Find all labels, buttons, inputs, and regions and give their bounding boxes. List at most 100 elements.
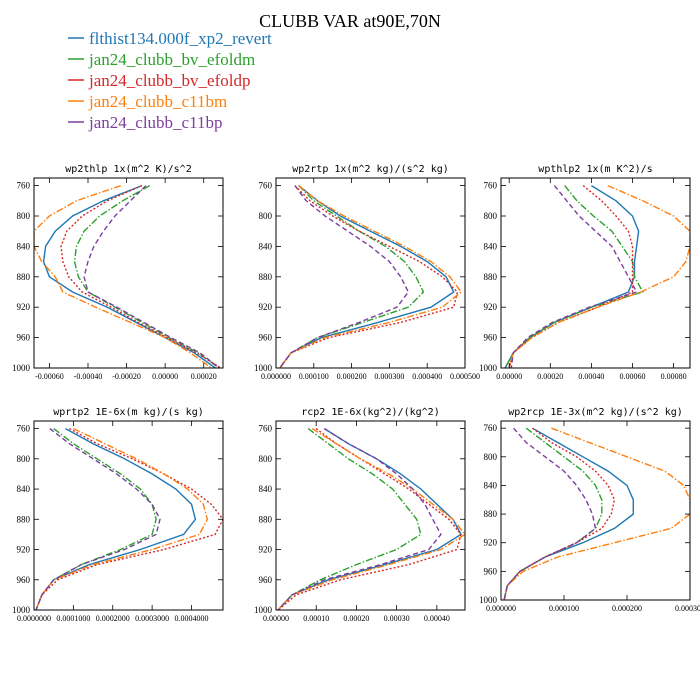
panel-3-ytick-label-4: 920 xyxy=(17,545,31,555)
panel-3-xtick-label-1: 0.0001000 xyxy=(56,614,90,623)
legend-label-0: flthist134.000f_xp2_revert xyxy=(89,29,272,48)
panel-5-title: wp2rcp 1E-3x(m^2 kg)/(s^2 kg) xyxy=(508,407,683,418)
panel-4-ytick-label-2: 840 xyxy=(259,484,273,494)
legend-label-4: jan24_clubb_c11bp xyxy=(88,113,222,132)
panel-1-ytick-label-2: 840 xyxy=(259,241,273,251)
panel-1-ytick-label-0: 760 xyxy=(259,181,273,191)
panel-2-xtick-label-0: 0.00000 xyxy=(496,372,522,381)
panel-3-ytick-label-3: 880 xyxy=(17,514,31,524)
panel-5-ytick-label-6: 1000 xyxy=(479,595,498,605)
panel-0-xtick-label-0: -0.00060 xyxy=(35,372,64,381)
panel-5-series-4 xyxy=(503,427,597,600)
panel-4-frame xyxy=(275,420,466,611)
panel-4-xtick-label-0: 0.00000 xyxy=(263,614,289,623)
panel-5: wp2rcp 1E-3x(m^2 kg)/(s^2 kg) 760 800 840 88… xyxy=(479,407,700,613)
panel-2-xtick-label-3: 0.00060 xyxy=(619,372,645,381)
panel-4-xtick-label-1: 0.00010 xyxy=(303,614,329,623)
panel-3-ytick-label-5: 960 xyxy=(17,575,31,585)
panel-4: rcp2 1E-6x(kg^2)/(kg^2) 760 800 840 880 920 96… xyxy=(254,407,466,623)
panel-4-ytick-label-0: 760 xyxy=(259,424,273,434)
panel-0-ytick-label-2: 840 xyxy=(17,241,31,251)
panel-4-ytick-label-6: 1000 xyxy=(254,605,273,615)
panel-5-ytick-label-2: 840 xyxy=(484,480,498,490)
panel-2-ytick-label-1: 800 xyxy=(484,211,498,221)
panel-3: wprtp2 1E-6x(m kg)/(s kg) 760 800 840 880 920… xyxy=(12,407,224,623)
panel-4-title: rcp2 1E-6x(kg^2)/(kg^2) xyxy=(301,407,439,418)
panel-5-xtick-label-2: 0.000200 xyxy=(612,604,642,613)
panel-3-ytick-label-6: 1000 xyxy=(12,605,31,615)
panel-0: wp2thlp 1x(m^2 K)/s^2 760 800 840 880 920 960 1… xyxy=(12,164,224,381)
panel-1-ytick-label-1: 800 xyxy=(259,211,273,221)
panel-0-series-1 xyxy=(73,184,220,368)
panel-0-series-2 xyxy=(60,184,222,368)
panel-2-frame xyxy=(500,177,691,369)
panel-0-ytick-label-3: 880 xyxy=(17,272,31,282)
panel-2-xtick-label-4: 0.00080 xyxy=(661,372,687,381)
panel-0-xtick-label-2: -0.00020 xyxy=(112,372,141,381)
panel-5-series-1 xyxy=(503,427,603,600)
panel-1-xtick-label-1: 0.000100 xyxy=(299,372,329,381)
panel-5-ytick-label-0: 760 xyxy=(484,423,498,433)
legend-label-3: jan24_clubb_c11bm xyxy=(88,92,227,111)
panel-4-xtick-label-4: 0.00040 xyxy=(424,614,450,623)
panel-4-series-3 xyxy=(277,428,465,610)
legend-label-1: jan24_clubb_bv_efoldm xyxy=(88,50,255,69)
panel-3-series-4 xyxy=(35,428,161,610)
panel-3-series-2 xyxy=(35,427,223,610)
panel-1-xtick-label-5: 0.000500 xyxy=(450,372,480,381)
panel-2: wpthlp2 1x(m K^2)/s 760 800 840 880 920 960 100… xyxy=(479,164,691,381)
panel-0-ytick-label-5: 960 xyxy=(17,333,31,343)
panel-2-ytick-label-4: 920 xyxy=(484,302,498,312)
panel-4-series-4 xyxy=(277,428,442,610)
panel-3-ytick-label-0: 760 xyxy=(17,424,31,434)
panel-0-ytick-label-0: 760 xyxy=(17,181,31,191)
panel-0-xtick-label-1: -0.00040 xyxy=(74,372,103,381)
panel-0-series-3 xyxy=(34,184,212,368)
panel-1: wp2rtp 1x(m^2 kg)/(s^2 kg) 760 800 840 880 92… xyxy=(254,164,480,381)
panel-1-ytick-label-3: 880 xyxy=(259,272,273,282)
panel-4-xtick-label-2: 0.00020 xyxy=(343,614,369,623)
legend: flthist134.000f_xp2_revert jan24_clubb_bv… xyxy=(68,29,272,132)
panel-2-ytick-label-3: 880 xyxy=(484,272,498,282)
panel-3-series-3 xyxy=(35,427,209,610)
panel-0-frame xyxy=(33,177,224,369)
panel-0-series-4 xyxy=(83,185,220,368)
panel-0-xtick-label-4: 0.00020 xyxy=(191,372,217,381)
panel-1-xtick-label-2: 0.000200 xyxy=(337,372,367,381)
panel-2-ytick-label-6: 1000 xyxy=(479,363,498,373)
panel-0-title: wp2thlp 1x(m^2 K)/s^2 xyxy=(65,164,191,175)
panel-4-ytick-label-4: 920 xyxy=(259,545,273,555)
panel-1-xtick-label-4: 0.000400 xyxy=(412,372,442,381)
panel-2-ytick-label-2: 840 xyxy=(484,241,498,251)
panel-1-xtick-label-0: 0.000000 xyxy=(261,372,291,381)
panel-2-xtick-label-2: 0.00040 xyxy=(578,372,604,381)
panel-0-ytick-label-6: 1000 xyxy=(12,363,31,373)
panel-1-series-4 xyxy=(279,185,410,368)
panel-4-ytick-label-3: 880 xyxy=(259,514,273,524)
panel-3-ytick-label-1: 800 xyxy=(17,454,31,464)
panel-1-title: wp2rtp 1x(m^2 kg)/(s^2 kg) xyxy=(292,164,449,175)
panel-3-xtick-label-3: 0.0003000 xyxy=(135,614,169,623)
panel-1-series-0 xyxy=(279,185,455,368)
panel-5-ytick-label-4: 920 xyxy=(484,538,498,548)
panel-4-ytick-label-5: 960 xyxy=(259,575,273,585)
panel-5-frame xyxy=(500,420,691,601)
panel-3-ytick-label-2: 840 xyxy=(17,484,31,494)
panel-2-series-1 xyxy=(504,185,644,368)
panel-5-xtick-label-1: 0.000100 xyxy=(549,604,579,613)
panel-5-xtick-label-0: 0.000000 xyxy=(486,604,516,613)
panel-0-ytick-label-4: 920 xyxy=(17,302,31,312)
panel-2-series-2 xyxy=(508,185,634,368)
panel-1-ytick-label-4: 920 xyxy=(259,302,273,312)
panel-3-frame xyxy=(33,420,224,611)
panel-2-title: wpthlp2 1x(m K^2)/s xyxy=(538,164,652,175)
panel-0-ytick-label-1: 800 xyxy=(17,211,31,221)
panel-1-frame xyxy=(275,177,466,369)
figure-title: CLUBB VAR at90E,70N xyxy=(259,11,441,31)
panel-5-ytick-label-1: 800 xyxy=(484,452,498,462)
panels: wp2thlp 1x(m^2 K)/s^2 760 800 840 880 920 960 1… xyxy=(12,164,700,623)
panel-1-ytick-label-6: 1000 xyxy=(254,363,273,373)
panel-1-ytick-label-5: 960 xyxy=(259,333,273,343)
